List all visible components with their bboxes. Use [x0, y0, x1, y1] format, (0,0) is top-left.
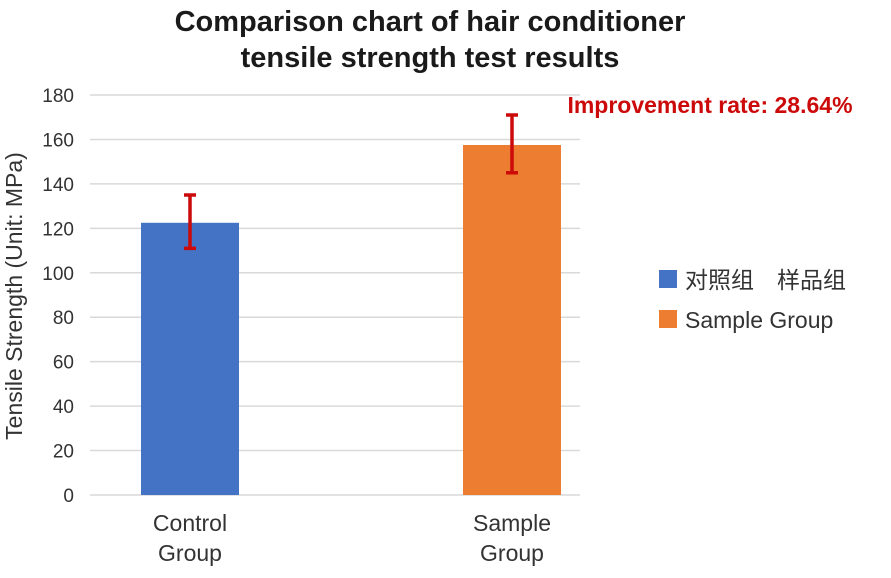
improvement-annotation: Improvement rate: 28.64%	[567, 92, 852, 118]
legend-label: Sample Group	[685, 307, 833, 333]
y-tick-label: 20	[53, 442, 74, 463]
chart-title-line1: Comparison chart of hair conditioner	[175, 6, 686, 38]
y-tick-label: 140	[42, 175, 74, 196]
y-tick-label: 60	[53, 353, 74, 374]
legend-swatch	[659, 270, 677, 288]
y-tick-label: 40	[53, 397, 74, 418]
y-tick-label: 100	[42, 264, 74, 285]
x-tick-label: Group	[158, 540, 222, 566]
legend-label: 对照组 样品组	[685, 267, 846, 293]
y-tick-label: 160	[42, 130, 74, 151]
x-tick-label: Sample	[473, 510, 551, 536]
legend-swatch	[659, 310, 677, 328]
bar	[463, 145, 561, 495]
y-tick-label: 180	[42, 86, 74, 107]
x-tick-label: Control	[153, 510, 227, 536]
y-tick-label: 80	[53, 308, 74, 329]
y-tick-label: 0	[63, 486, 74, 507]
bar	[141, 222, 239, 495]
x-tick-label: Group	[480, 540, 544, 566]
y-axis-label: Tensile Strength (Unit: MPa)	[1, 152, 27, 440]
y-tick-label: 120	[42, 219, 74, 240]
chart-title-line2: tensile strength test results	[241, 42, 620, 74]
